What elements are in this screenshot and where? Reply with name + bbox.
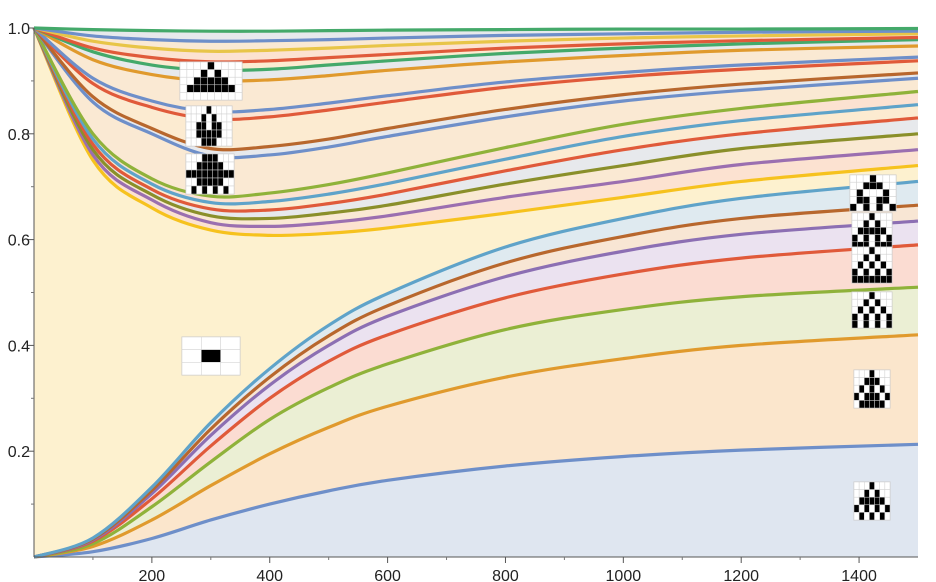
pattern-tree-thumb [853, 481, 891, 521]
lower-band-fill [34, 221, 918, 557]
pattern-triangle-c-thumb [851, 246, 893, 284]
lower-series-line [33, 333, 919, 559]
upper-series-line [32, 26, 919, 122]
upper-series-line [33, 26, 919, 33]
pattern-pyramid-thumb [179, 61, 243, 101]
pattern-thumbnails [179, 61, 897, 521]
x-ticks: 200 400 600 800 1000 1200 1400 [92, 557, 877, 582]
upper-band-fill [34, 28, 918, 219]
x-tick-label: 800 [492, 568, 519, 582]
pattern-hat-thumb [185, 153, 235, 195]
x-tick-label: 400 [256, 568, 283, 582]
lower-series-line [33, 203, 919, 559]
x-tick-label: 1400 [841, 568, 877, 582]
upper-band-fill [34, 28, 918, 63]
y-tick-label: 0.4 [8, 338, 30, 355]
pattern-triangle-b-thumb [851, 212, 893, 250]
pattern-single-cell-thumb [181, 336, 241, 376]
x-tick-label: 200 [139, 568, 166, 582]
upper-series-line [33, 26, 919, 64]
upper-series-line [33, 26, 919, 43]
pattern-drop-thumb [853, 369, 891, 409]
upper-series-line [32, 27, 919, 160]
upper-series-line [32, 27, 919, 213]
upper-series-line [33, 26, 919, 83]
y-tick-label: 0.6 [8, 233, 30, 250]
upper-series-line [32, 27, 919, 229]
upper-series-line [32, 26, 919, 152]
x-tick-label: 1000 [606, 568, 642, 582]
lower-series-line [33, 442, 919, 559]
lower-series-line [33, 219, 919, 559]
upper-series-line [32, 27, 919, 221]
lower-band-fill [34, 334, 918, 557]
upper-band-fill [34, 28, 918, 204]
y-tick-label: 0.8 [8, 127, 30, 144]
lower-band-fill [34, 287, 918, 557]
x-tick-label: 1200 [723, 568, 759, 582]
lower-band-fill [34, 205, 918, 557]
upper-band-fill [34, 28, 918, 236]
upper-series-line [33, 26, 919, 53]
pattern-triangle-a-thumb [849, 174, 897, 212]
lower-series-line [33, 285, 919, 559]
upper-series-line [32, 27, 919, 199]
lower-series-line [33, 243, 919, 559]
upper-band-fill [34, 28, 918, 212]
pattern-bell-thumb [185, 105, 233, 147]
lower-band-fill [34, 444, 918, 557]
series-lines [32, 26, 919, 559]
upper-series-line [32, 26, 919, 114]
y-tick-label: 0.2 [8, 444, 30, 461]
pattern-triangle-d-thumb [851, 291, 893, 329]
upper-series-line [32, 27, 919, 206]
y-tick-label: 1.0 [8, 21, 30, 38]
upper-series-line [32, 27, 919, 238]
upper-series-line [33, 26, 919, 73]
x-tick-label: 600 [374, 568, 401, 582]
upper-band-fill [34, 28, 918, 113]
y-ticks: 0.2 0.4 0.6 0.8 1.0 [8, 21, 34, 505]
lower-series-line [33, 179, 919, 559]
